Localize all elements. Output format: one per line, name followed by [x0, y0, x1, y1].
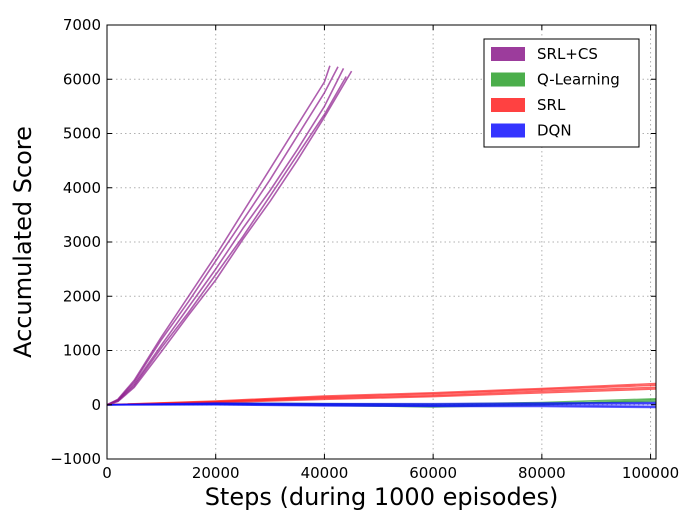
series-srl-cs: [106, 65, 353, 406]
x-tick-label: 100000: [622, 464, 679, 482]
series-run-line: [106, 66, 339, 406]
y-tick-label: 0: [91, 396, 101, 414]
legend-label: SRL: [537, 96, 566, 114]
series-run-line: [106, 382, 657, 406]
plot-series: [106, 65, 657, 409]
x-tick-label: 0: [102, 464, 112, 482]
y-tick-label: 5000: [63, 125, 101, 143]
legend-swatch: [491, 47, 525, 61]
series-run-line: [107, 403, 657, 409]
y-tick-label: 7000: [63, 16, 101, 34]
series-run-line: [106, 70, 353, 406]
y-axis-label: Accumulated Score: [9, 126, 37, 358]
legend-label: Q-Learning: [537, 71, 620, 89]
y-tick-label: 2000: [63, 287, 101, 305]
y-tick-label: 4000: [63, 179, 101, 197]
series-run-line: [106, 401, 657, 406]
series-dqn: [106, 401, 657, 409]
x-tick-label: 20000: [192, 464, 240, 482]
y-tick-label: −1000: [50, 450, 101, 468]
axis-ticks: 0 20000 40000 60000 80000 100000−100001000200…: [50, 16, 679, 482]
x-tick-label: 80000: [518, 464, 566, 482]
legend-label: DQN: [537, 122, 572, 140]
legend-label: SRL+CS: [537, 45, 598, 63]
series-run-line: [106, 76, 347, 406]
x-axis-label: Steps (during 1000 episodes): [205, 483, 559, 511]
x-tick-label: 60000: [409, 464, 457, 482]
y-tick-label: 1000: [63, 342, 101, 360]
x-tick-label: 40000: [301, 464, 349, 482]
series-run-line: [106, 65, 331, 406]
legend-swatch: [491, 72, 525, 87]
y-tick-label: 3000: [63, 233, 101, 251]
legend-swatch: [491, 123, 525, 138]
series-run-line: [106, 68, 345, 406]
legend-swatch: [491, 98, 525, 112]
y-tick-label: 6000: [63, 70, 101, 88]
legend: SRL+CS Q-Learning SRL DQN: [483, 38, 640, 148]
